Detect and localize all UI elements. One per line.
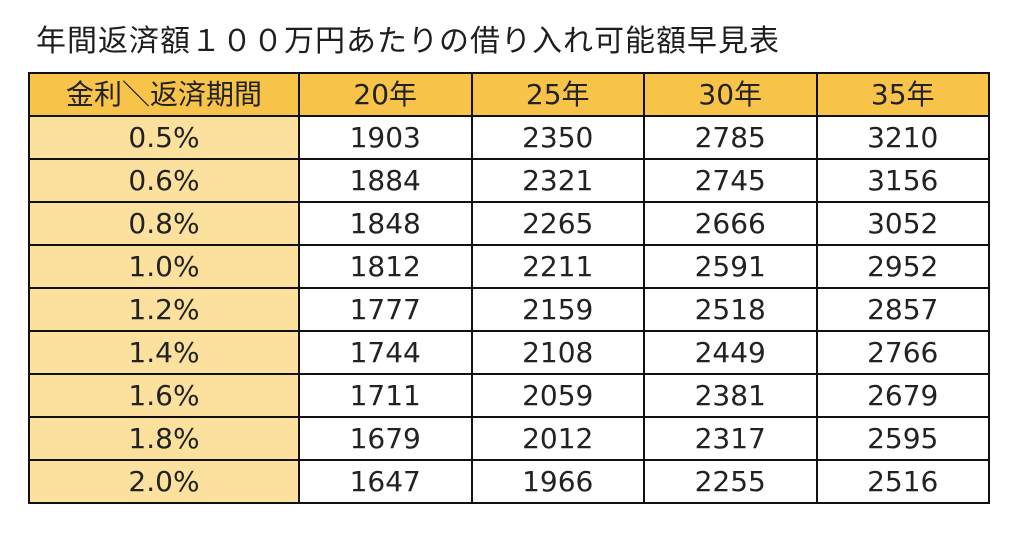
amount-cell: 1966 — [470, 459, 645, 504]
amount-cell: 1777 — [298, 287, 473, 332]
rate-cell: 1.4% — [28, 330, 300, 375]
amount-cell: 1744 — [298, 330, 473, 375]
amount-cell: 3156 — [815, 158, 990, 203]
amount-cell: 2321 — [470, 158, 645, 203]
amount-cell: 2159 — [470, 287, 645, 332]
rate-cell: 0.8% — [28, 201, 300, 246]
amount-cell: 1848 — [298, 201, 473, 246]
amount-cell: 2381 — [643, 373, 818, 418]
amount-cell: 1711 — [298, 373, 473, 418]
amount-cell: 2785 — [643, 115, 818, 160]
column-header: 20年 — [298, 72, 473, 117]
amount-cell: 2679 — [815, 373, 990, 418]
amount-cell: 2516 — [815, 459, 990, 504]
amount-cell: 1647 — [298, 459, 473, 504]
table-row: 2.0% 1647 1966 2255 2516 — [28, 459, 990, 504]
amount-cell: 2317 — [643, 416, 818, 461]
amount-cell: 2211 — [470, 244, 645, 289]
amount-cell: 2766 — [815, 330, 990, 375]
table-row: 1.8% 1679 2012 2317 2595 — [28, 416, 990, 461]
amount-cell: 2059 — [470, 373, 645, 418]
table-body: 0.5% 1903 2350 2785 3210 0.6% 1884 2321 2745 3156… — [28, 115, 990, 504]
amount-cell: 1679 — [298, 416, 473, 461]
column-header: 35年 — [815, 72, 990, 117]
amount-cell: 2518 — [643, 287, 818, 332]
table-row: 1.2% 1777 2159 2518 2857 — [28, 287, 990, 332]
table-header-row: 金利＼返済期間 20年 25年 30年 35年 — [28, 72, 990, 117]
table-row: 1.6% 1711 2059 2381 2679 — [28, 373, 990, 418]
amount-cell: 2666 — [643, 201, 818, 246]
table-row: 1.0% 1812 2211 2591 2952 — [28, 244, 990, 289]
amount-cell: 2952 — [815, 244, 990, 289]
table-row: 0.6% 1884 2321 2745 3156 — [28, 158, 990, 203]
amount-cell: 2449 — [643, 330, 818, 375]
page-title: 年間返済額１００万円あたりの借り入れ可能額早見表 — [36, 24, 780, 59]
rate-cell: 1.2% — [28, 287, 300, 332]
rate-cell: 0.6% — [28, 158, 300, 203]
column-header: 30年 — [643, 72, 818, 117]
amount-cell: 2857 — [815, 287, 990, 332]
amount-cell: 2595 — [815, 416, 990, 461]
corner-header: 金利＼返済期間 — [28, 72, 300, 117]
amount-cell: 2255 — [643, 459, 818, 504]
rate-cell: 1.8% — [28, 416, 300, 461]
amount-cell: 2591 — [643, 244, 818, 289]
column-header: 25年 — [470, 72, 645, 117]
rate-cell: 0.5% — [28, 115, 300, 160]
rate-cell: 2.0% — [28, 459, 300, 504]
amount-cell: 3052 — [815, 201, 990, 246]
amount-cell: 2265 — [470, 201, 645, 246]
amount-cell: 1812 — [298, 244, 473, 289]
amount-cell: 2108 — [470, 330, 645, 375]
table-row: 0.8% 1848 2265 2666 3052 — [28, 201, 990, 246]
table-row: 1.4% 1744 2108 2449 2766 — [28, 330, 990, 375]
amount-cell: 2012 — [470, 416, 645, 461]
amount-cell: 2745 — [643, 158, 818, 203]
amount-cell: 1884 — [298, 158, 473, 203]
amount-cell: 3210 — [815, 115, 990, 160]
loan-table: 金利＼返済期間 20年 25年 30年 35年 0.5% 1903 2350 2785… — [28, 72, 990, 504]
amount-cell: 2350 — [470, 115, 645, 160]
rate-cell: 1.0% — [28, 244, 300, 289]
table-row: 0.5% 1903 2350 2785 3210 — [28, 115, 990, 160]
rate-cell: 1.6% — [28, 373, 300, 418]
amount-cell: 1903 — [298, 115, 473, 160]
